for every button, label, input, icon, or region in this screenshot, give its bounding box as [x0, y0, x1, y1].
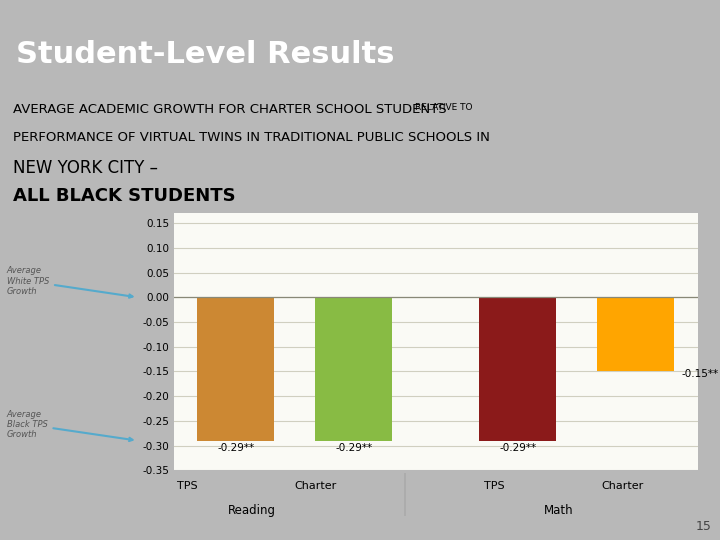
Bar — [315, 298, 392, 441]
Bar — [197, 298, 274, 441]
Text: -0.29**: -0.29** — [335, 443, 372, 453]
Text: TPS: TPS — [484, 481, 505, 491]
Text: AVERAGE ACADEMIC GROWTH FOR CHARTER SCHOOL STUDENTS: AVERAGE ACADEMIC GROWTH FOR CHARTER SCHO… — [13, 103, 446, 117]
Text: Charter: Charter — [601, 481, 644, 491]
Text: Average
White TPS
Growth: Average White TPS Growth — [7, 266, 132, 298]
Text: PERFORMANCE OF VIRTUAL TWINS IN TRADITIONAL PUBLIC SCHOOLS IN: PERFORMANCE OF VIRTUAL TWINS IN TRADITIO… — [13, 131, 490, 144]
Text: Charter: Charter — [294, 481, 337, 491]
Text: -0.29**: -0.29** — [217, 443, 254, 453]
Bar — [597, 298, 674, 372]
Text: 15: 15 — [696, 520, 711, 533]
Text: ALL BLACK STUDENTS: ALL BLACK STUDENTS — [13, 187, 235, 205]
Text: Reading: Reading — [228, 504, 276, 517]
Text: Math: Math — [544, 504, 573, 517]
Text: TPS: TPS — [177, 481, 198, 491]
Text: Student-Level Results: Student-Level Results — [16, 40, 395, 69]
Text: RELATIVE TO: RELATIVE TO — [415, 103, 473, 112]
Text: Average
Black TPS
Growth: Average Black TPS Growth — [7, 409, 132, 441]
Text: -0.15**: -0.15** — [682, 369, 719, 379]
Bar — [479, 298, 556, 441]
Text: -0.29**: -0.29** — [499, 443, 536, 453]
Text: NEW YORK CITY –: NEW YORK CITY – — [13, 159, 158, 177]
